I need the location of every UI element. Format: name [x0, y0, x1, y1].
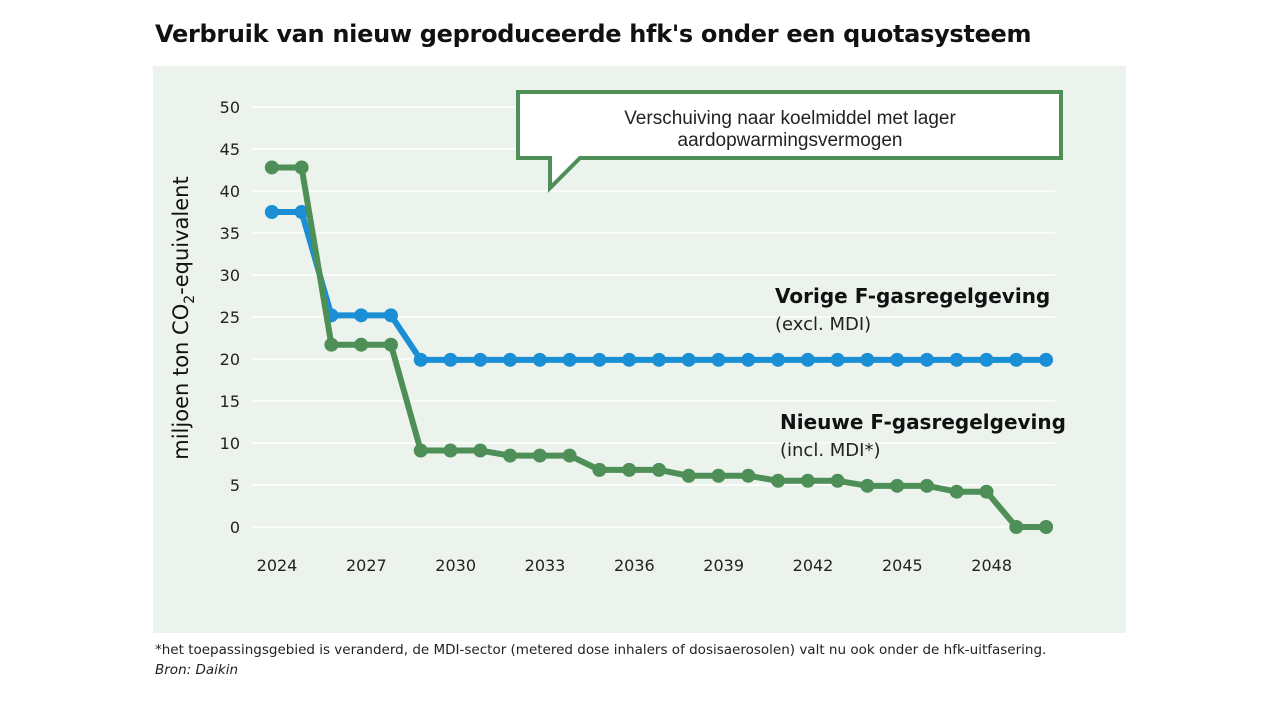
- data-point: [681, 468, 696, 483]
- data-point: [592, 462, 607, 477]
- data-point: [711, 468, 726, 483]
- data-point: [294, 205, 309, 219]
- data-point: [622, 462, 637, 477]
- data-point: [681, 352, 696, 367]
- x-tick-label: 2033: [525, 556, 566, 575]
- series-sublabel-previous: (excl. MDI): [775, 314, 872, 335]
- data-point: [711, 352, 726, 367]
- data-point: [1009, 352, 1024, 367]
- y-tick-label: 10: [220, 434, 240, 453]
- data-point: [771, 473, 786, 488]
- data-point: [741, 352, 756, 367]
- data-point: [383, 308, 398, 323]
- data-point: [979, 352, 994, 367]
- data-point: [324, 337, 339, 352]
- x-tick-label: 2042: [793, 556, 834, 575]
- series-label-previous: Vorige F-gasregelgeving: [775, 284, 1051, 308]
- data-point: [1039, 520, 1054, 534]
- data-point: [562, 448, 577, 463]
- series-new-regulation: [264, 160, 1054, 534]
- data-point: [771, 352, 786, 367]
- data-point: [503, 448, 518, 463]
- x-tick-label: 2030: [435, 556, 476, 575]
- y-tick-label: 40: [220, 182, 240, 201]
- data-point: [443, 443, 458, 458]
- y-tick-label: 25: [220, 308, 240, 327]
- data-point: [354, 337, 369, 352]
- data-point: [264, 160, 279, 175]
- data-point: [473, 443, 488, 458]
- callout-box: [516, 90, 1063, 193]
- data-point: [919, 352, 934, 367]
- y-axis-ticks: 0 5 10 15 20 25 30 35 40 45 50: [220, 98, 240, 537]
- source-note: Bron: Daikin: [155, 662, 239, 678]
- series-previous-regulation: [264, 205, 1054, 367]
- y-axis-label: miljoen ton CO2-equivalent: [169, 176, 198, 459]
- x-tick-label: 2048: [971, 556, 1012, 575]
- data-point: [294, 160, 309, 175]
- data-point: [473, 352, 488, 367]
- x-tick-label: 2024: [257, 556, 298, 575]
- data-point: [979, 484, 994, 499]
- data-point: [800, 352, 815, 367]
- y-tick-label: 0: [230, 518, 240, 537]
- x-tick-label: 2036: [614, 556, 655, 575]
- data-point: [532, 352, 547, 367]
- data-point: [354, 308, 369, 323]
- data-point: [890, 352, 905, 367]
- data-point: [264, 205, 279, 219]
- chart-title: Verbruik van nieuw geproduceerde hfk's o…: [155, 20, 1032, 48]
- data-point: [622, 352, 637, 367]
- data-point: [949, 484, 964, 499]
- data-point: [860, 478, 875, 493]
- y-tick-label: 5: [230, 476, 240, 495]
- y-tick-label: 45: [220, 140, 240, 159]
- data-point: [383, 337, 398, 352]
- data-point: [949, 352, 964, 367]
- data-point: [503, 352, 518, 367]
- data-point: [830, 352, 845, 367]
- data-point: [562, 352, 577, 367]
- data-point: [830, 473, 845, 488]
- data-point: [651, 352, 666, 367]
- data-point: [890, 478, 905, 493]
- y-tick-label: 35: [220, 224, 240, 243]
- footnote: *het toepassingsgebied is veranderd, de …: [155, 642, 1047, 658]
- series-sublabel-new: (incl. MDI*): [780, 440, 881, 461]
- x-axis-ticks: 2024 2027 2030 2033 2036 2039 2042 2045 2048: [257, 556, 1012, 575]
- data-point: [1009, 520, 1024, 534]
- data-point: [1039, 352, 1054, 367]
- y-tick-label: 15: [220, 392, 240, 411]
- data-point: [860, 352, 875, 367]
- data-point: [741, 468, 756, 483]
- x-tick-label: 2039: [703, 556, 744, 575]
- data-point: [651, 462, 666, 477]
- data-point: [800, 473, 815, 488]
- x-tick-label: 2045: [882, 556, 923, 575]
- x-tick-label: 2027: [346, 556, 387, 575]
- data-point: [413, 443, 428, 458]
- data-point: [443, 352, 458, 367]
- data-point: [532, 448, 547, 463]
- y-tick-label: 30: [220, 266, 240, 285]
- y-tick-label: 50: [220, 98, 240, 117]
- y-tick-label: 20: [220, 350, 240, 369]
- series-label-new: Nieuwe F-gasregelgeving: [780, 410, 1066, 434]
- data-point: [592, 352, 607, 367]
- data-point: [413, 352, 428, 367]
- callout-text: Verschuiving naar koelmiddel met lager a…: [624, 108, 956, 151]
- chart-panel: [153, 66, 1126, 633]
- data-point: [919, 478, 934, 493]
